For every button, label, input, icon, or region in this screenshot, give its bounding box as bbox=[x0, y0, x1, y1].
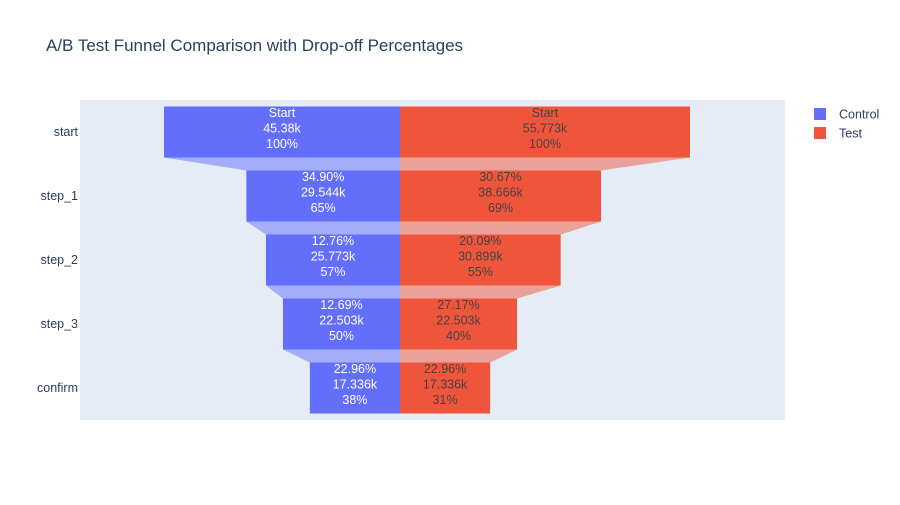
label-control-confirm: 22.96% 17.336k 38% bbox=[333, 362, 378, 407]
connector-test-3 bbox=[400, 349, 518, 363]
bar-test-step_3 bbox=[400, 298, 518, 350]
bar-test-start bbox=[400, 106, 691, 158]
label-test-step_2-line-1: 30.899k bbox=[458, 250, 503, 264]
y-tick-step_1: step_1 bbox=[40, 189, 78, 203]
connector-control-3 bbox=[282, 349, 400, 363]
bar-control-step_1 bbox=[246, 170, 400, 222]
legend-label-test[interactable]: Test bbox=[839, 127, 862, 141]
label-control-step_2: 12.76% 25.773k 57% bbox=[311, 234, 356, 279]
label-test-step_1: 30.67% 38.666k 69% bbox=[478, 170, 523, 215]
label-control-confirm-line-1: 17.336k bbox=[333, 378, 378, 392]
label-test-start-line-2: 100% bbox=[529, 137, 561, 151]
legend: Control Test bbox=[814, 108, 879, 141]
bars-group bbox=[164, 106, 691, 414]
bar-control-step_3 bbox=[282, 298, 400, 350]
connector-test-0 bbox=[400, 157, 691, 171]
label-control-step_3: 12.69% 22.503k 50% bbox=[319, 298, 364, 343]
label-test-step_1-line-1: 38.666k bbox=[478, 186, 523, 200]
connector-control-0 bbox=[164, 157, 400, 171]
label-test-confirm-line-2: 31% bbox=[433, 393, 458, 407]
legend-swatch-control[interactable] bbox=[814, 108, 826, 120]
label-control-step_2-line-2: 57% bbox=[320, 265, 345, 279]
bar-control-confirm bbox=[309, 362, 400, 414]
label-control-start: Start 45.38k 100% bbox=[263, 106, 301, 151]
label-test-confirm-line-1: 17.336k bbox=[423, 378, 468, 392]
label-test-step_2: 20.09% 30.899k 55% bbox=[458, 234, 503, 279]
connector-control-2 bbox=[265, 285, 400, 299]
label-test-step_3: 27.17% 22.503k 40% bbox=[436, 298, 481, 343]
label-test-step_3-line-0: 27.17% bbox=[437, 298, 479, 312]
label-control-confirm-line-2: 38% bbox=[342, 393, 367, 407]
label-control-confirm-line-0: 22.96% bbox=[334, 362, 376, 376]
label-test-start-line-0: Start bbox=[532, 106, 559, 120]
y-tick-start: start bbox=[54, 125, 79, 139]
bar-test-confirm bbox=[400, 362, 491, 414]
label-control-start-line-1: 45.38k bbox=[263, 122, 301, 136]
y-tick-step_3: step_3 bbox=[40, 317, 78, 331]
bar-control-step_2 bbox=[265, 234, 400, 286]
label-test-confirm-line-0: 22.96% bbox=[424, 362, 466, 376]
label-control-step_3-line-0: 12.69% bbox=[320, 298, 362, 312]
label-test-start: Start 55.773k 100% bbox=[523, 106, 568, 151]
bar-test-step_1 bbox=[400, 170, 602, 222]
label-control-step_1-line-2: 65% bbox=[311, 201, 336, 215]
label-test-step_2-line-0: 20.09% bbox=[459, 234, 501, 248]
label-control-step_2-line-0: 12.76% bbox=[312, 234, 354, 248]
label-control-step_3-line-1: 22.503k bbox=[319, 314, 364, 328]
connector-test-2 bbox=[400, 285, 561, 299]
label-test-step_3-line-1: 22.503k bbox=[436, 314, 481, 328]
label-test-step_3-line-2: 40% bbox=[446, 329, 471, 343]
label-control-start-line-0: Start bbox=[269, 106, 296, 120]
connector-control-1 bbox=[246, 221, 400, 235]
label-test-step_1-line-0: 30.67% bbox=[479, 170, 521, 184]
label-control-step_1: 34.90% 29.544k 65% bbox=[301, 170, 346, 215]
label-control-step_2-line-1: 25.773k bbox=[311, 250, 356, 264]
label-test-confirm: 22.96% 17.336k 31% bbox=[423, 362, 468, 407]
label-test-step_2-line-2: 55% bbox=[468, 265, 493, 279]
label-control-step_1-line-0: 34.90% bbox=[302, 170, 344, 184]
label-test-step_1-line-2: 69% bbox=[488, 201, 513, 215]
bar-test-step_2 bbox=[400, 234, 561, 286]
bar-control-start bbox=[164, 106, 400, 158]
label-control-step_3-line-2: 50% bbox=[329, 329, 354, 343]
label-control-start-line-2: 100% bbox=[266, 137, 298, 151]
legend-swatch-test[interactable] bbox=[814, 127, 826, 139]
y-tick-confirm: confirm bbox=[37, 381, 78, 395]
legend-label-control[interactable]: Control bbox=[839, 108, 879, 122]
label-test-start-line-1: 55.773k bbox=[523, 122, 568, 136]
connector-test-1 bbox=[400, 221, 602, 235]
connectors-group bbox=[164, 157, 691, 363]
chart-title: A/B Test Funnel Comparison with Drop-off… bbox=[46, 36, 463, 55]
y-tick-step_2: step_2 bbox=[40, 253, 78, 267]
label-control-step_1-line-1: 29.544k bbox=[301, 186, 346, 200]
